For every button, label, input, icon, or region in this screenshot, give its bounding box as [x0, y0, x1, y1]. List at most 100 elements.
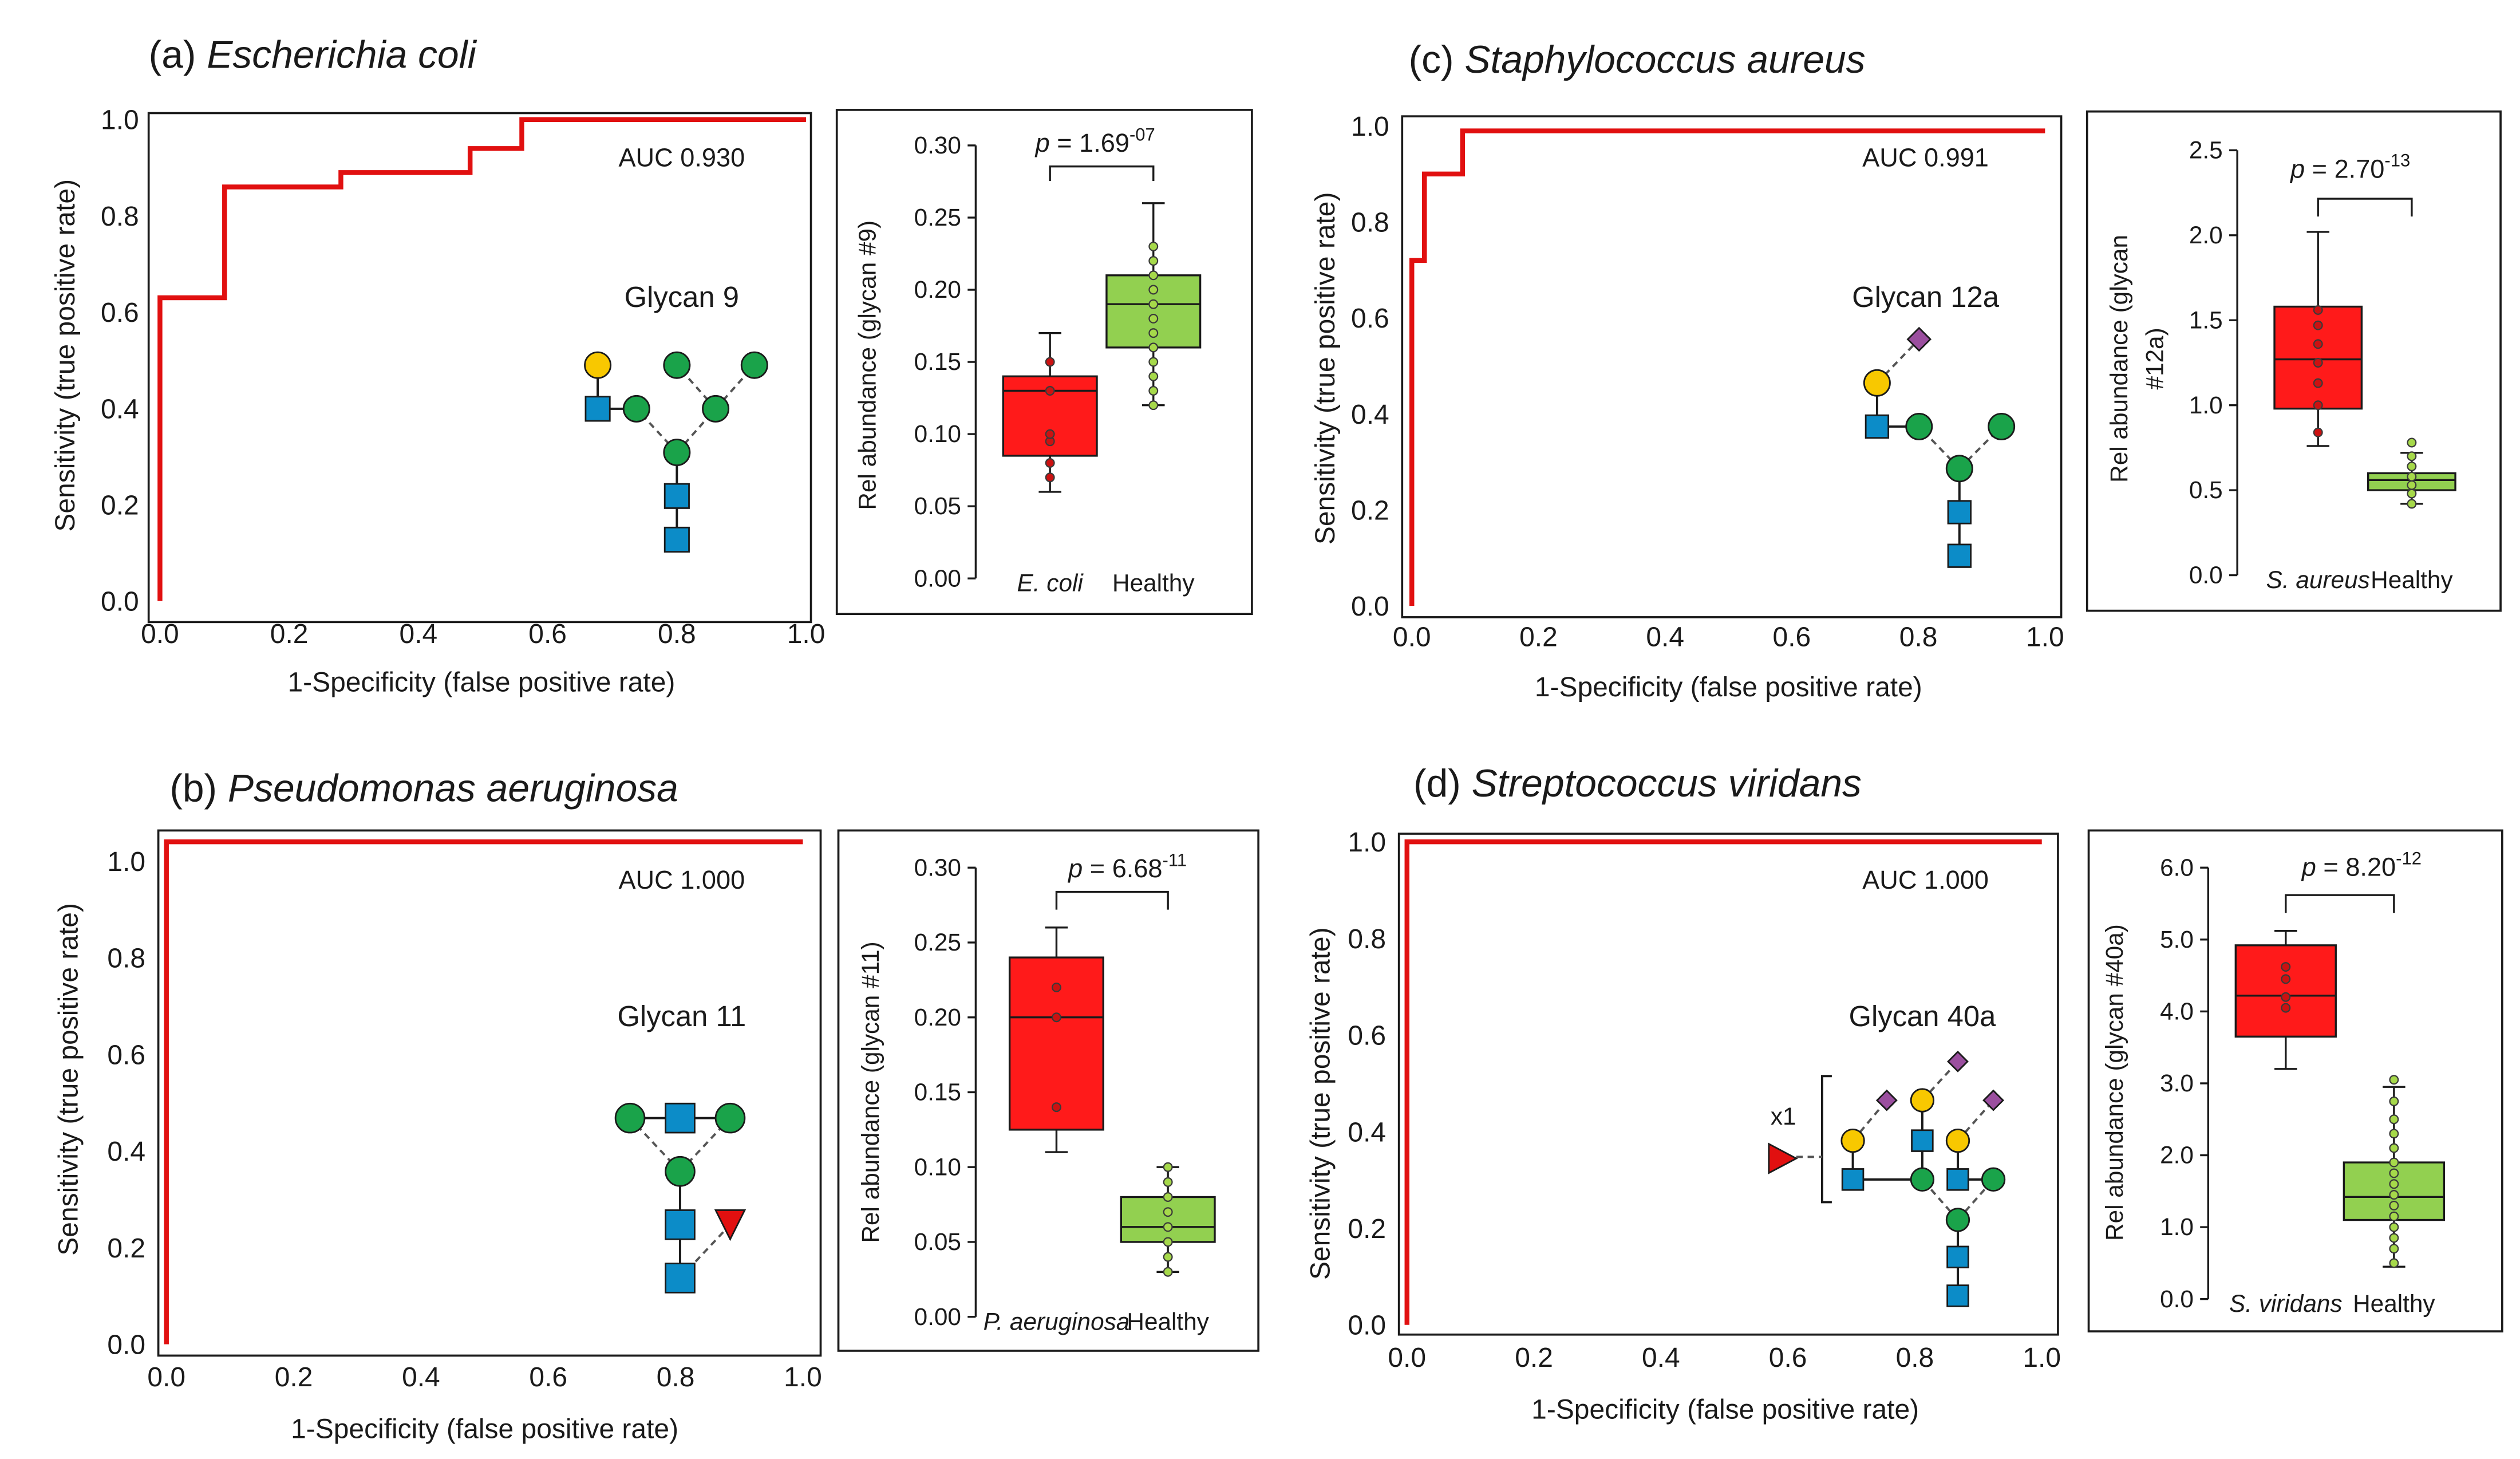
galactose-circle-icon [1840, 1128, 1865, 1153]
box-frame [2087, 829, 2503, 1332]
box [1120, 1196, 1216, 1243]
y-tick-label: 1.0 [101, 105, 139, 136]
y-tick-label: 0.6 [1351, 303, 1389, 334]
data-point [2313, 320, 2323, 330]
fucose-triangle-icon [1768, 1142, 1798, 1174]
glcnac-square-icon [663, 483, 690, 509]
mannose-circle-icon [1905, 412, 1933, 440]
x-tick-label: 0.6 [1769, 1343, 1807, 1373]
group-label: Healthy [2353, 1290, 2435, 1317]
mannose-circle-icon [665, 1156, 696, 1187]
y-tick-label: 0.6 [107, 1040, 145, 1070]
y-tick-label: 1.0 [2160, 1213, 2194, 1240]
y-tick-label: 0.05 [914, 1228, 961, 1255]
data-point [1045, 386, 1055, 396]
y-axis-label: Rel abundance (glycan #9) [854, 220, 880, 510]
x-tick-label: 0.2 [270, 619, 309, 649]
data-point [1148, 241, 1159, 251]
y-tick-label: 0.5 [2189, 476, 2223, 503]
data-point [2389, 1200, 2399, 1210]
y-tick-label: 0.0 [1348, 1311, 1386, 1341]
data-point [1148, 256, 1159, 266]
data-point [2407, 451, 2417, 462]
significance-bracket [2317, 198, 2413, 217]
x-tick-label: 1.0 [2023, 1343, 2061, 1373]
y-tick-label: 0.8 [101, 202, 139, 232]
mannose-circle-icon [1910, 1167, 1935, 1192]
plot-frame [147, 112, 812, 624]
roc-panel-b: (b) Pseudomonas aeruginosa 0.0 0.2 0.4 0.6 0.… [54, 767, 822, 1445]
data-point [1163, 1252, 1173, 1262]
y-tick-label: 1.0 [107, 847, 145, 877]
glcnac-square-icon [1947, 500, 1972, 525]
glycan-bond [1921, 1060, 1959, 1101]
data-point [1148, 400, 1159, 411]
glycan-11-diagram [614, 1102, 746, 1294]
y-tick-label: 0.25 [914, 204, 961, 231]
y-tick-label: 0.15 [914, 348, 961, 375]
group-label: P. aeruginosa [983, 1308, 1130, 1335]
x-tick-label: 0.0 [1393, 622, 1431, 653]
box-frame [2085, 110, 2502, 612]
y-tick-label: 1.0 [2189, 392, 2223, 419]
p-value-label: p = 2.70-13 [2289, 151, 2410, 184]
y-axis-label: Sensitivity (true positive rate) [1305, 927, 1336, 1280]
x-tick-label: 0.6 [1773, 622, 1811, 653]
y-tick-label: 1.0 [1348, 827, 1386, 858]
data-point [2407, 462, 2417, 472]
galactose-circle-icon [584, 351, 612, 379]
fucose-triangle-icon [714, 1209, 746, 1241]
mannose-circle-icon [1981, 1167, 2006, 1192]
x-tick-label: 0.8 [657, 1362, 695, 1393]
y-tick-label: 0.10 [914, 420, 961, 447]
glcnac-square-icon [1865, 414, 1890, 439]
y-tick-label: 0.15 [914, 1079, 961, 1106]
panel-title-d: (d) Streptococcus viridans [1413, 762, 1862, 805]
x-tick-label: 0.0 [141, 619, 179, 649]
roc-panel-a: (a) Escherichia coli 0.0 0.2 0.4 0.6 0.8 1.0 0.… [50, 34, 825, 698]
x-tick-label: 0.8 [1896, 1343, 1934, 1373]
y-tick-label: 0.8 [1351, 208, 1389, 238]
y-tick-label: 2.0 [2160, 1142, 2194, 1169]
roc-panel-d: (d) Streptococcus viridans 0.0 0.2 0.4 0.6 0.… [1305, 762, 2061, 1425]
x-tick-label: 0.0 [1388, 1343, 1426, 1373]
data-point [2407, 437, 2417, 448]
glycan-bond [1921, 1178, 1959, 1221]
x-axis-label: 1-Specificity (false positive rate) [291, 1414, 678, 1444]
x-tick-label: 0.6 [529, 1362, 567, 1393]
mannose-circle-icon [663, 439, 691, 467]
y-tick-label: 0.0 [101, 587, 139, 617]
mannose-circle-icon [1988, 412, 2016, 440]
mannose-circle-icon [622, 395, 650, 423]
y-tick-label: 0.10 [914, 1153, 961, 1180]
data-point [2389, 1114, 2399, 1125]
y-axis-label: Rel abundance (glycan #11) [857, 941, 884, 1243]
x-tick-label: 0.6 [528, 619, 567, 649]
group-label: S. viridans [2229, 1290, 2343, 1317]
data-point [2313, 427, 2323, 437]
data-point [1148, 328, 1159, 338]
data-point [1163, 1222, 1173, 1232]
panel-title-b: (b) Pseudomonas aeruginosa [169, 767, 678, 810]
glycan-bond [1957, 1178, 1994, 1221]
y-tick-label: 0.00 [914, 1303, 961, 1330]
auc-label: AUC 0.930 [618, 143, 745, 172]
data-point [2313, 305, 2323, 315]
glycan-bond [1876, 338, 1920, 384]
y-tick-label: 1.5 [2189, 306, 2223, 333]
galactose-circle-icon [1863, 369, 1891, 397]
box-frame [837, 829, 1260, 1352]
y-tick-label: 0.2 [101, 490, 139, 520]
y-tick-label: 0.8 [107, 944, 145, 974]
glcnac-square-icon [1911, 1129, 1934, 1152]
glcnac-square-icon [1946, 1245, 1969, 1269]
data-point [1163, 1267, 1173, 1277]
mannose-circle-icon [663, 351, 691, 379]
data-point [2389, 1233, 2399, 1243]
galactose-circle-icon [1910, 1088, 1935, 1113]
glycan-label: Glycan 40a [1848, 1000, 1996, 1032]
data-point [2313, 400, 2323, 411]
mannose-circle-icon [614, 1102, 646, 1134]
panel-title-c: (c) Staphylococcus aureus [1409, 38, 1866, 81]
data-point [2281, 962, 2291, 972]
